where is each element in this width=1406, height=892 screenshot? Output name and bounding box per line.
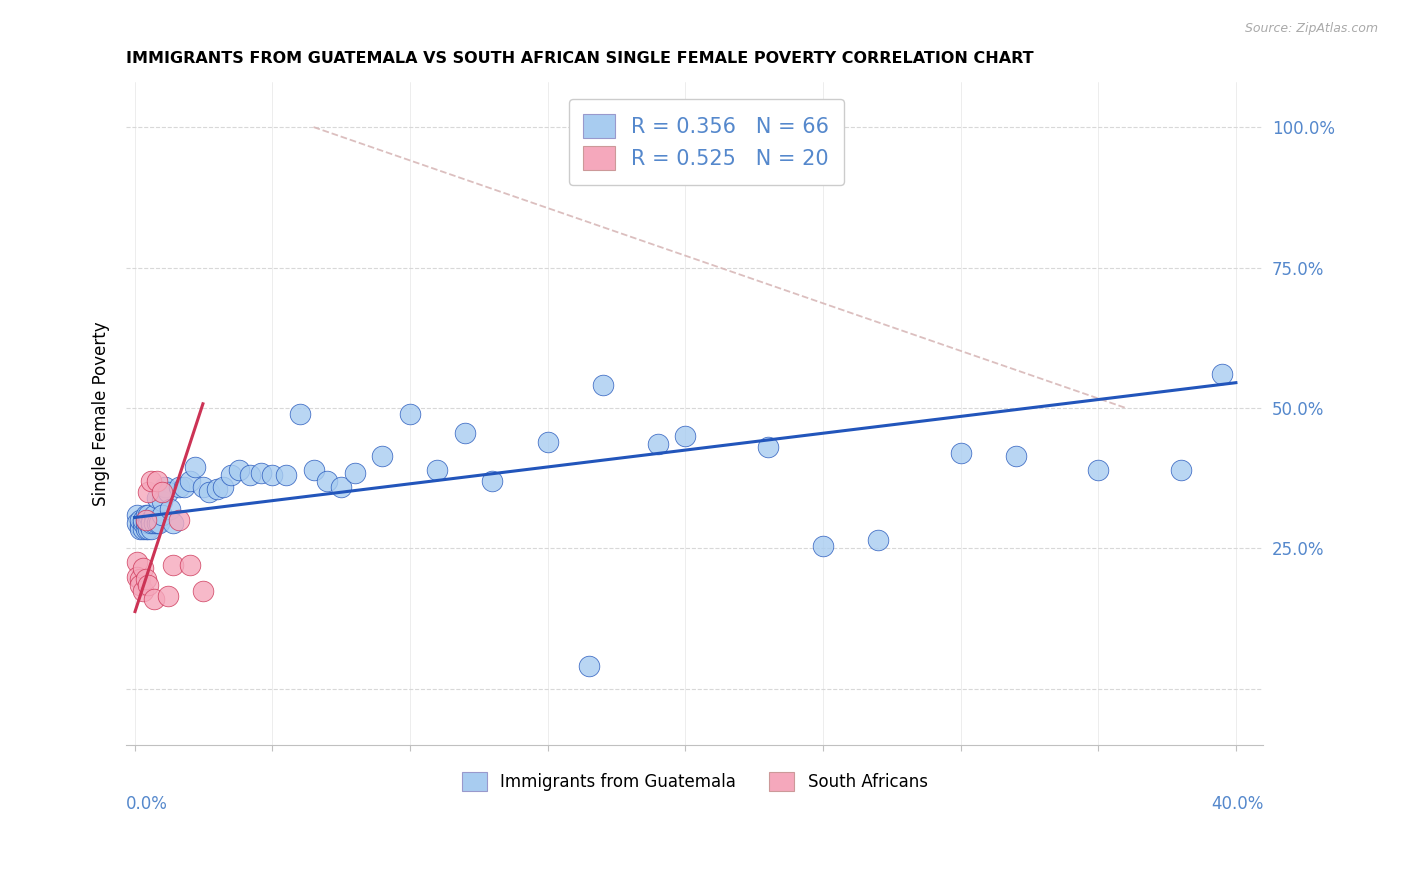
Point: [371, 449, 394, 463]
Point: [1211, 368, 1233, 382]
Point: [127, 508, 149, 522]
Point: [136, 522, 159, 536]
Point: [343, 466, 366, 480]
Text: Source: ZipAtlas.com: Source: ZipAtlas.com: [1244, 22, 1378, 36]
Legend: Immigrants from Guatemala, South Africans: Immigrants from Guatemala, South African…: [454, 764, 936, 800]
Point: [129, 519, 152, 533]
Point: [135, 516, 157, 530]
Point: [866, 533, 889, 547]
Point: [132, 583, 155, 598]
Point: [330, 480, 353, 494]
Point: [288, 407, 311, 421]
Point: [162, 516, 184, 530]
Point: [132, 513, 155, 527]
Point: [127, 556, 149, 570]
Point: [135, 513, 157, 527]
Point: [179, 558, 201, 573]
Point: [129, 572, 152, 586]
Point: [136, 508, 159, 522]
Point: [142, 516, 165, 530]
Point: [142, 592, 165, 607]
Point: [167, 480, 190, 494]
Point: [153, 480, 176, 494]
Point: [145, 474, 167, 488]
Point: [673, 429, 696, 443]
Point: [136, 578, 159, 592]
Point: [145, 516, 167, 530]
Point: [184, 459, 207, 474]
Point: [129, 513, 152, 527]
Point: [135, 522, 157, 536]
Point: [136, 485, 159, 500]
Point: [1004, 449, 1026, 463]
Point: [150, 485, 173, 500]
Point: [205, 483, 228, 497]
Point: [135, 572, 157, 586]
Point: [173, 480, 195, 494]
Point: [250, 466, 273, 480]
Point: [127, 569, 149, 583]
Point: [135, 508, 157, 522]
Point: [578, 659, 600, 673]
Point: [162, 558, 184, 573]
Point: [167, 513, 190, 527]
Point: [156, 589, 179, 603]
Point: [219, 468, 242, 483]
Point: [193, 480, 215, 494]
Point: [127, 516, 149, 530]
Text: 40.0%: 40.0%: [1211, 795, 1264, 813]
Point: [179, 474, 201, 488]
Point: [150, 508, 173, 522]
Point: [949, 446, 972, 460]
Point: [536, 434, 558, 449]
Point: [132, 522, 155, 536]
Point: [139, 516, 162, 530]
Point: [135, 513, 157, 527]
Point: [132, 561, 155, 575]
Point: [426, 463, 449, 477]
Point: [150, 493, 173, 508]
Point: [193, 583, 215, 598]
Point: [785, 143, 807, 157]
Point: [139, 522, 162, 536]
Point: [228, 463, 250, 477]
Point: [1170, 463, 1192, 477]
Point: [198, 485, 221, 500]
Point: [148, 516, 170, 530]
Point: [142, 508, 165, 522]
Point: [756, 440, 779, 454]
Point: [592, 378, 614, 392]
Point: [481, 474, 503, 488]
Point: [132, 516, 155, 530]
Point: [302, 463, 325, 477]
Point: [145, 491, 167, 505]
Point: [239, 468, 262, 483]
Point: [399, 407, 422, 421]
Point: [159, 502, 181, 516]
Point: [139, 474, 162, 488]
Y-axis label: Single Female Poverty: Single Female Poverty: [93, 321, 110, 506]
Point: [262, 468, 284, 483]
Text: IMMIGRANTS FROM GUATEMALA VS SOUTH AFRICAN SINGLE FEMALE POVERTY CORRELATION CHA: IMMIGRANTS FROM GUATEMALA VS SOUTH AFRIC…: [127, 51, 1033, 66]
Point: [139, 513, 162, 527]
Point: [454, 426, 477, 441]
Text: 0.0%: 0.0%: [127, 795, 169, 813]
Point: [1087, 463, 1109, 477]
Point: [129, 522, 152, 536]
Point: [647, 437, 669, 451]
Point: [811, 539, 834, 553]
Point: [136, 516, 159, 530]
Point: [274, 468, 297, 483]
Point: [211, 480, 233, 494]
Point: [316, 474, 339, 488]
Point: [156, 485, 179, 500]
Point: [129, 578, 152, 592]
